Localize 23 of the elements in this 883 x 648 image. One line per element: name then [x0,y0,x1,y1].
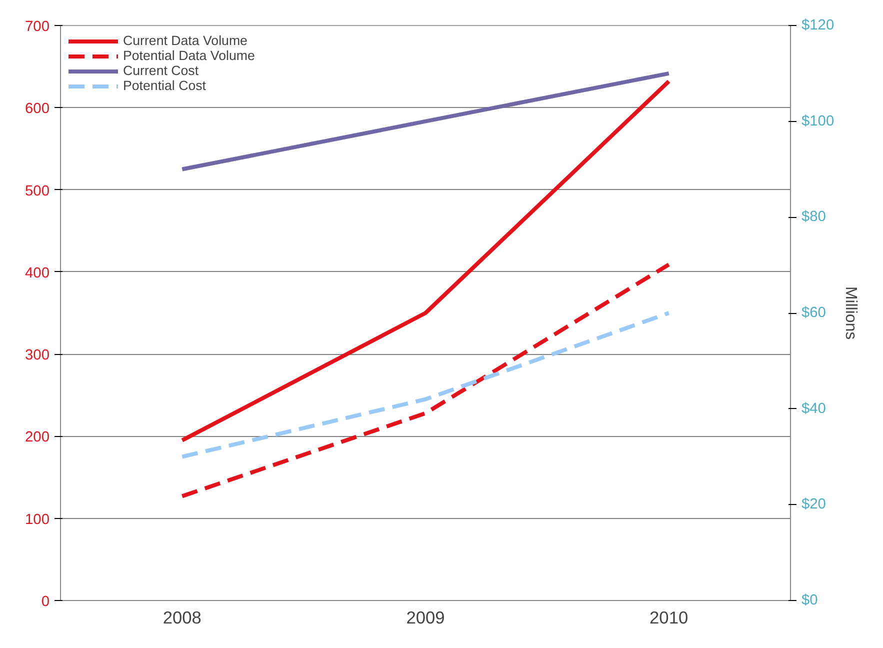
legend-label: Current Data Volume [123,33,248,48]
y2-tick-label: $0 [802,592,818,608]
y-tick-label: 500 [25,183,50,200]
x-tick-label: 2010 [650,608,688,628]
legend-label: Potential Data Volume [123,48,255,63]
y2-tick-label: $100 [802,113,834,130]
x-tick-label: 2008 [162,608,202,628]
x-tick-label: 2009 [406,608,445,628]
y-tick-label: 0 [41,594,50,610]
y-tick-label: 300 [25,348,50,364]
legend-label: Current Cost [123,63,199,78]
y2-axis-title: Millions [842,286,860,340]
y2-tick-label: $20 [802,496,826,513]
y-tick-label: 200 [25,430,50,446]
y2-tick-label: $120 [802,18,834,34]
y2-tick-label: $80 [802,209,826,226]
legend-label: Potential Cost [123,78,206,93]
y2-tick-label: $40 [802,400,826,417]
y-tick-label: 400 [25,265,50,282]
y-tick-label: 100 [25,512,50,528]
y2-tick-label: $60 [802,305,826,321]
y-tick-label: 700 [25,19,50,35]
y-tick-label: 600 [25,101,50,118]
